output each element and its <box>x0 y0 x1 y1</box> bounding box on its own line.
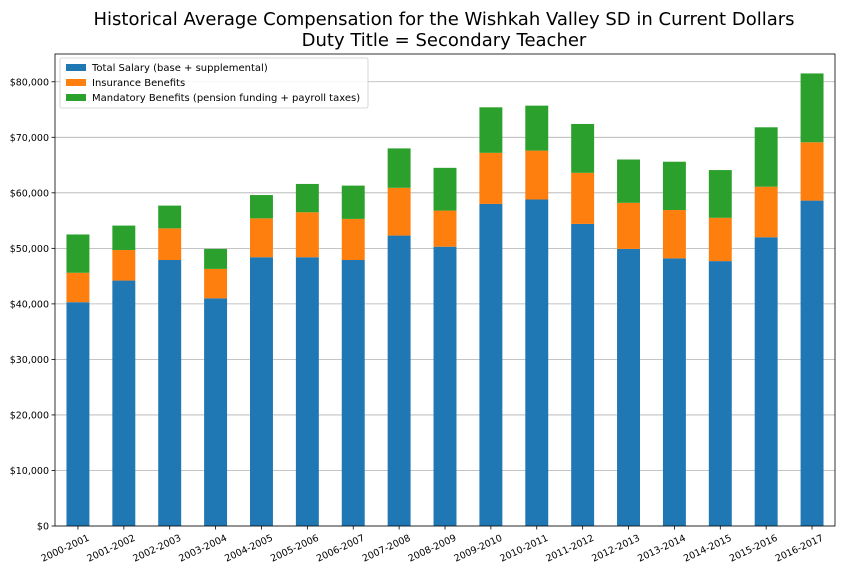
bar-segment-3 <box>617 159 640 203</box>
x-tick-label: 2012-2013 <box>590 533 642 565</box>
x-tick-label: 2011-2012 <box>544 533 596 565</box>
x-axis: 2000-20012001-20022002-20032003-20042004… <box>40 526 826 565</box>
bar-segment-3 <box>158 205 182 229</box>
y-tick-label: $0 <box>37 522 49 533</box>
bar-segment-1 <box>158 260 182 526</box>
bar-segment-1 <box>571 223 595 527</box>
bar-segment-2 <box>708 217 732 262</box>
y-tick-label: $10,000 <box>10 466 49 477</box>
legend-entry: Total Salary (base + supplemental) <box>91 63 268 74</box>
bar-segment-2 <box>571 172 595 224</box>
bar-segment-1 <box>66 302 90 526</box>
bar-segment-2 <box>433 210 457 247</box>
bar-segment-1 <box>525 199 549 526</box>
bar-segment-2 <box>479 152 503 204</box>
bar-segment-1 <box>708 261 732 526</box>
bar-segment-2 <box>112 250 136 281</box>
bar-segment-3 <box>204 248 228 269</box>
bar-segment-2 <box>800 142 824 201</box>
x-tick-label: 2002-2003 <box>131 533 183 565</box>
bar-segment-2 <box>250 218 273 258</box>
bar-segment-3 <box>571 123 595 173</box>
legend-box <box>59 57 369 109</box>
bar-segment-1 <box>341 260 365 526</box>
bar-segment-3 <box>662 161 686 211</box>
x-tick-label: 2009-2010 <box>453 533 505 565</box>
bar-segment-2 <box>525 150 549 200</box>
bar-segment-2 <box>662 210 686 259</box>
bar-segment-1 <box>387 235 411 526</box>
bar-segment-1 <box>112 280 136 526</box>
bar-segment-3 <box>341 185 365 219</box>
bar-segment-3 <box>66 234 90 273</box>
bar-segment-2 <box>387 187 411 236</box>
chart-title: Historical Average Compensation for the … <box>93 9 794 30</box>
bar-segment-1 <box>662 258 686 526</box>
x-tick-label: 2015-2016 <box>728 533 780 565</box>
y-tick-label: $60,000 <box>10 188 49 199</box>
bar-segment-1 <box>433 246 457 526</box>
bar-segment-2 <box>204 268 228 299</box>
x-tick-label: 2006-2007 <box>315 533 367 565</box>
x-tick-label: 2005-2006 <box>269 533 321 565</box>
bar-segment-3 <box>295 183 319 213</box>
legend: Total Salary (base + supplemental) Insura… <box>59 57 369 109</box>
bar-segment-1 <box>754 237 778 526</box>
x-tick-label: 2007-2008 <box>361 533 413 565</box>
x-tick-label: 2010-2011 <box>498 533 550 565</box>
bar-segment-1 <box>295 257 319 526</box>
bar-segment-1 <box>479 203 503 526</box>
bar-segment-2 <box>754 186 778 238</box>
bar-segment-1 <box>617 248 640 526</box>
bar-segment-2 <box>295 212 319 258</box>
x-tick-label: 2000-2001 <box>40 533 92 565</box>
bars <box>66 73 824 527</box>
y-tick-label: $50,000 <box>10 244 49 255</box>
bar-segment-3 <box>754 127 778 187</box>
bar-segment-3 <box>708 170 732 218</box>
y-tick-label: $80,000 <box>10 77 49 88</box>
x-tick-label: 2008-2009 <box>407 533 459 565</box>
x-tick-label: 2001-2002 <box>85 533 137 565</box>
legend-entry: Mandatory Benefits (pension funding + pa… <box>92 93 360 104</box>
bar-segment-3 <box>479 107 503 153</box>
x-tick-label: 2013-2014 <box>636 533 688 565</box>
x-tick-label: 2016-2017 <box>774 533 826 565</box>
x-tick-label: 2004-2005 <box>223 533 275 565</box>
legend-swatch <box>66 64 86 71</box>
bar-segment-3 <box>387 148 411 188</box>
bar-segment-2 <box>158 228 182 261</box>
legend-swatch <box>66 79 86 86</box>
bar-segment-1 <box>250 257 273 526</box>
y-tick-label: $70,000 <box>10 133 49 144</box>
bar-segment-3 <box>250 195 273 219</box>
bar-segment-3 <box>800 73 824 143</box>
bar-segment-3 <box>433 167 457 211</box>
bar-segment-1 <box>800 200 824 526</box>
legend-swatch <box>66 94 86 101</box>
x-tick-label: 2014-2015 <box>682 533 734 565</box>
bar-segment-1 <box>204 298 228 526</box>
x-tick-label: 2003-2004 <box>177 533 229 565</box>
bar-segment-3 <box>112 225 136 251</box>
y-axis: $0 $10,000 $20,000 $30,000 $40,000 $50,000 $60… <box>10 77 55 533</box>
bar-segment-3 <box>525 105 549 151</box>
y-tick-label: $40,000 <box>10 299 49 310</box>
y-tick-label: $30,000 <box>10 355 49 366</box>
bar-segment-2 <box>341 218 365 261</box>
bar-segment-2 <box>66 272 90 303</box>
legend-entry: Insurance Benefits <box>92 78 185 89</box>
y-tick-label: $20,000 <box>10 410 49 421</box>
bar-segment-2 <box>617 202 640 249</box>
chart-subtitle: Duty Title = Secondary Teacher <box>302 30 587 51</box>
